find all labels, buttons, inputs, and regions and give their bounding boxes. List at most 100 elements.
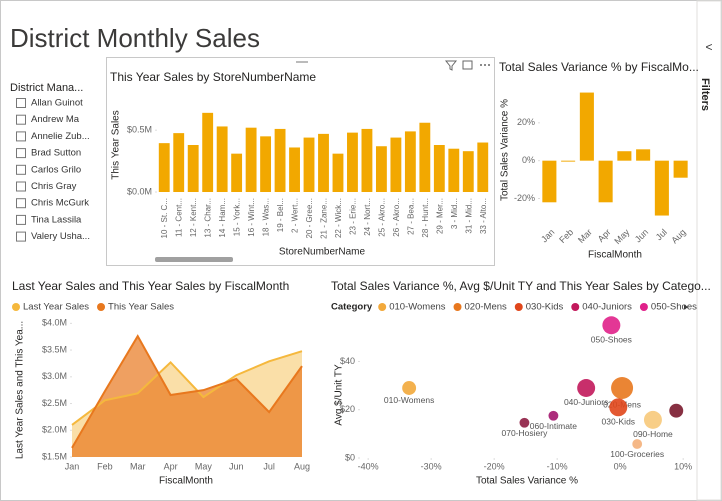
x-tick-label: Mar bbox=[130, 461, 146, 471]
checkbox[interactable] bbox=[16, 181, 26, 192]
slicer-item: Valery Usha... bbox=[31, 231, 90, 242]
series-line bbox=[71, 350, 303, 426]
x-tick-label: 12 - Kent... bbox=[189, 198, 198, 237]
checkbox[interactable] bbox=[16, 114, 26, 125]
y-tick-label: 20% bbox=[517, 117, 535, 127]
bar bbox=[404, 131, 416, 192]
x-tick-label: 22 - Wick... bbox=[334, 198, 343, 238]
bar bbox=[617, 151, 632, 161]
data-label: 010-Womens bbox=[384, 395, 434, 405]
bar bbox=[673, 160, 688, 178]
x-tick-label: 31 - Mid... bbox=[464, 198, 473, 234]
x-tick-label: 26 - Akro... bbox=[392, 198, 401, 237]
scrollbar[interactable] bbox=[155, 257, 233, 262]
checkbox[interactable] bbox=[16, 98, 26, 108]
filter-icon[interactable] bbox=[444, 60, 458, 71]
more-options[interactable] bbox=[480, 64, 490, 66]
y-axis-title: This Year Sales bbox=[111, 110, 122, 180]
x-tick-label: May bbox=[195, 461, 213, 471]
legend-label: This Year Sales bbox=[108, 302, 174, 313]
checkbox[interactable] bbox=[16, 231, 26, 242]
x-tick-label: 11 - Cent... bbox=[175, 198, 184, 237]
legend-label: 050-Shoes bbox=[651, 302, 697, 313]
checkbox[interactable] bbox=[16, 131, 26, 142]
y-axis-title: Total Sales Variance % bbox=[500, 99, 511, 201]
x-tick-label: 15 - York... bbox=[233, 198, 242, 236]
bar bbox=[303, 137, 315, 192]
bar bbox=[390, 137, 402, 192]
bar bbox=[419, 122, 431, 192]
x-tick-label: 21 - Zane... bbox=[320, 198, 329, 239]
x-tick-label: 18 - Was... bbox=[262, 198, 271, 236]
focus-icon[interactable] bbox=[462, 60, 473, 70]
chart-title: Total Sales Variance % by FiscalMo... bbox=[499, 60, 699, 74]
x-tick-label: Apr bbox=[164, 461, 178, 471]
page-title: District Monthly Sales bbox=[10, 23, 260, 53]
chart-title: This Year Sales by StoreNumberName bbox=[110, 70, 316, 84]
legend-label: 010-Womens bbox=[389, 302, 446, 313]
bar bbox=[216, 126, 228, 192]
y-tick-label: $2.0M bbox=[42, 425, 67, 435]
x-axis-title: FiscalMonth bbox=[159, 476, 213, 487]
y-tick-label: $0 bbox=[345, 452, 355, 462]
bar bbox=[231, 153, 243, 192]
slicer-item: Andrew Ma bbox=[31, 114, 80, 125]
legend-label: Last Year Sales bbox=[23, 302, 89, 313]
bar bbox=[202, 112, 214, 192]
y-tick-label: $0.0M bbox=[127, 186, 152, 196]
filters-label[interactable]: Filters bbox=[699, 78, 711, 111]
x-tick-label: Aug bbox=[294, 461, 310, 471]
collapse-icon[interactable]: < bbox=[705, 40, 712, 54]
bar bbox=[173, 133, 185, 192]
drag-handle[interactable] bbox=[296, 61, 308, 63]
x-tick-label: -10% bbox=[547, 461, 568, 471]
y-tick-label: -20% bbox=[514, 193, 535, 203]
bubble bbox=[643, 410, 662, 429]
legend-label: 030-Kids bbox=[526, 302, 564, 313]
checkbox[interactable] bbox=[16, 198, 26, 209]
bubble bbox=[548, 410, 559, 421]
bar bbox=[274, 128, 286, 192]
x-tick-label: 2 - Wert... bbox=[291, 198, 300, 233]
y-tick-label: $3.0M bbox=[42, 371, 67, 381]
bar bbox=[375, 146, 387, 192]
bar bbox=[158, 143, 170, 192]
legend-swatch bbox=[378, 303, 387, 311]
x-tick-label: 16 - Wint... bbox=[247, 198, 256, 237]
bar bbox=[561, 160, 576, 162]
x-tick-label: 29 - Mer... bbox=[435, 198, 444, 234]
x-tick-label: 19 - Bel... bbox=[276, 198, 285, 232]
checkbox[interactable] bbox=[16, 214, 26, 225]
bar bbox=[433, 145, 445, 192]
bar bbox=[361, 128, 373, 192]
y-tick-label: $4.0M bbox=[42, 318, 67, 328]
y-axis-title: Avg $/Unit TY bbox=[334, 364, 345, 426]
data-label: 070-Hosiery bbox=[502, 428, 549, 438]
bar bbox=[289, 147, 300, 192]
slicer-item: Tina Lassila bbox=[31, 214, 82, 225]
bubble bbox=[602, 316, 621, 335]
series-line bbox=[71, 334, 303, 449]
slicer-title: District Mana... bbox=[10, 82, 83, 94]
slicer-item: Chris McGurk bbox=[31, 198, 89, 209]
slicer-item: Carlos Grilo bbox=[31, 164, 81, 175]
legend-next[interactable]: ▸ bbox=[684, 301, 689, 311]
legend-title: Category bbox=[331, 302, 373, 313]
x-tick-label: 13 - Char... bbox=[204, 198, 213, 238]
x-tick-label: Feb bbox=[97, 461, 113, 471]
bubble bbox=[611, 377, 634, 399]
bubble bbox=[577, 379, 596, 397]
checkbox[interactable] bbox=[16, 148, 26, 159]
x-tick-label: 10% bbox=[674, 461, 692, 471]
bar bbox=[462, 151, 474, 192]
y-tick-label: $0.5M bbox=[127, 125, 152, 135]
x-tick-label: 33 - Alto... bbox=[479, 198, 488, 234]
y-axis-title: Last Year Sales and This Yea... bbox=[15, 321, 26, 459]
y-tick-label: $20 bbox=[340, 404, 355, 414]
filters-pane[interactable] bbox=[696, 0, 722, 501]
x-tick-label: 3 - Mid... bbox=[450, 198, 459, 229]
bar bbox=[332, 153, 344, 192]
checkbox[interactable] bbox=[16, 164, 26, 175]
legend-swatch bbox=[12, 303, 20, 311]
bar bbox=[636, 149, 651, 161]
